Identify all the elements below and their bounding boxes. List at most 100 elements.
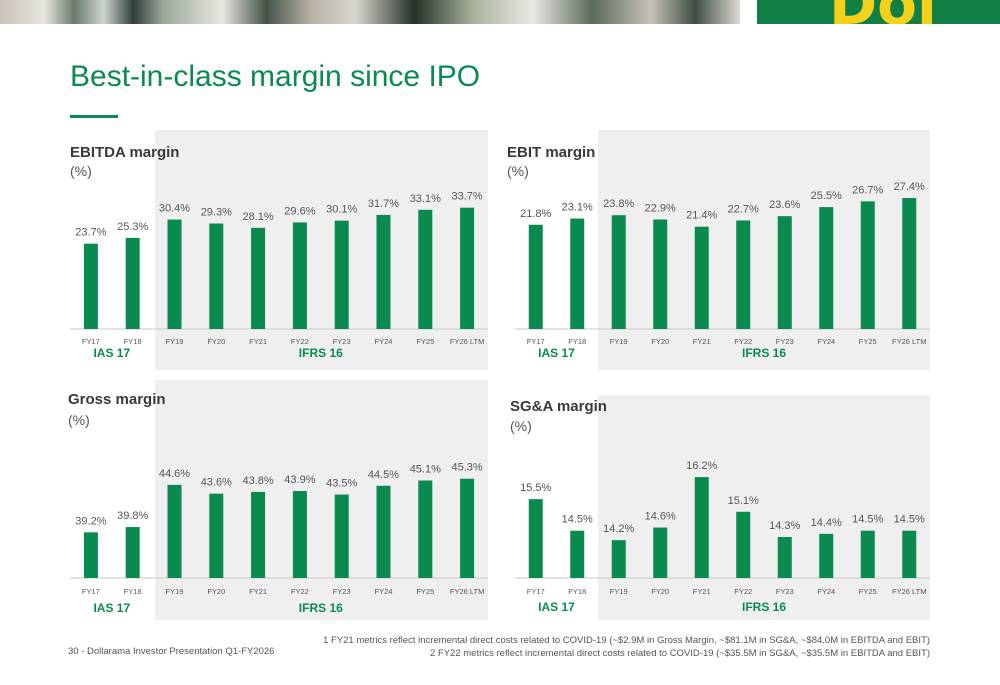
gross-margin-bar [209,493,224,578]
ebitda-margin-value-label: 29.3% [201,207,232,219]
ebitda-margin-bar [334,220,349,329]
gross-margin-category-label: FY25 [416,587,434,596]
ebitda-margin-value-label: 30.1% [326,204,357,216]
sg-a-margin-bar [777,537,792,578]
gross-margin-value-label: 43.8% [242,475,273,487]
ebit-margin-category-label: FY21 [693,337,711,346]
gross-margin-category-label: FY23 [333,587,351,596]
ebit-margin-title: EBIT margin [507,144,595,161]
gross-margin-period-label: IAS 17 [93,601,130,615]
gross-margin-category-label: FY21 [249,587,267,596]
sg-a-margin-category-label: FY17 [527,587,545,596]
header-photo-strip [0,0,740,24]
ebit-margin-value-label: 26.7% [852,184,883,196]
ebitda-margin-bar [125,237,140,329]
gross-margin-value-label: 39.8% [117,510,148,522]
ebitda-margin-bar [167,219,182,329]
page-title: Best-in-class margin since IPO [70,60,481,93]
ebitda-margin-value-label: 23.7% [75,227,106,239]
sg-a-margin-category-label: FY24 [817,587,835,596]
ebit-margin-value-label: 21.4% [686,210,717,222]
ebit-margin-category-label: FY24 [817,337,835,346]
ebit-margin-category-label: FY23 [776,337,794,346]
sg-a-margin-category-label: FY21 [693,587,711,596]
ebit-margin-bar [777,216,792,329]
sg-a-margin-period-label: IFRS 16 [742,600,786,614]
ebit-margin-period-label: IFRS 16 [742,346,786,360]
ebit-margin-bar [694,226,709,329]
ebitda-margin-category-label: FY20 [207,337,225,346]
ebitda-margin-category-label: FY26 LTM [450,337,484,346]
ebit-margin-value-label: 23.6% [769,199,800,211]
ebitda-margin-category-label: FY22 [291,337,309,346]
ebitda-margin-value-label: 33.7% [451,191,482,203]
sg-a-margin-category-label: FY20 [651,587,669,596]
gross-margin-subtitle: (%) [68,412,90,428]
gross-margin-category-label: FY22 [291,587,309,596]
gross-margin-bar [125,527,140,578]
ebit-margin-period-label: IAS 17 [538,346,575,360]
ebit-margin-subtitle: (%) [507,163,529,179]
gross-margin-category-label: FY20 [207,587,225,596]
ebit-margin-bar [570,218,585,329]
ebitda-margin-value-label: 28.1% [242,211,273,223]
footnote-2: 2 FY22 metrics reflect incremental direc… [429,648,930,659]
gross-margin-bar [334,494,349,578]
ebit-margin-ifrs16-shade [598,130,930,370]
sg-a-margin-bar [570,530,585,578]
gross-margin-value-label: 44.5% [368,469,399,481]
gross-margin-value-label: 44.6% [159,468,190,480]
gross-margin-bar [83,532,98,578]
sg-a-margin-value-label: 15.1% [728,495,759,507]
ebit-margin-bar [653,219,668,329]
sg-a-margin-value-label: 14.5% [562,514,593,526]
sg-a-margin-value-label: 15.5% [520,482,551,494]
brand-logo-tile: Dol [757,0,1000,24]
sg-a-margin-bar [528,499,543,578]
title-underline [70,115,118,118]
ebitda-margin-bar [209,223,224,329]
ebit-margin-category-label: FY22 [734,337,752,346]
sg-a-margin-value-label: 16.2% [686,460,717,472]
gross-margin-category-label: FY19 [166,587,184,596]
ebitda-margin-value-label: 29.6% [284,205,315,217]
ebitda-margin-category-label: FY21 [249,337,267,346]
gross-margin-category-label: FY18 [124,587,142,596]
ebitda-margin-category-label: FY18 [124,337,142,346]
ebitda-margin-category-label: FY19 [166,337,184,346]
ebit-margin-value-label: 22.7% [728,203,759,215]
ebitda-margin-value-label: 30.4% [159,203,190,215]
ebitda-margin-value-label: 33.1% [410,193,441,205]
sg-a-margin-bar [611,540,626,578]
sg-a-margin-bar [736,511,751,578]
ebitda-margin-ifrs16-shade [155,130,488,370]
ebit-margin-category-label: FY25 [859,337,877,346]
sg-a-margin-category-label: FY25 [859,587,877,596]
gross-margin-bar [251,491,266,578]
sg-a-margin-value-label: 14.2% [603,523,634,535]
sg-a-margin-bar [819,533,834,578]
brand-logo: Dol [829,0,937,24]
sg-a-margin-category-label: FY18 [568,587,586,596]
gross-margin-category-label: FY17 [82,587,100,596]
ebit-margin-category-label: FY20 [651,337,669,346]
ebit-margin-category-label: FY26 LTM [892,337,926,346]
ebitda-margin-value-label: 31.7% [368,198,399,210]
sg-a-margin-bar [860,530,875,578]
ebitda-margin-bar [418,209,433,329]
sg-a-margin-category-label: FY23 [776,587,794,596]
gross-margin-value-label: 43.5% [326,478,357,490]
ebitda-margin-bar [376,214,391,329]
sg-a-margin-subtitle: (%) [510,418,532,434]
sg-a-margin-category-label: FY26 LTM [892,587,926,596]
footnote-1: 1 FY21 metrics reflect incremental direc… [323,635,930,646]
sg-a-margin-period-label: IAS 17 [538,600,575,614]
gross-margin-bar [167,484,182,578]
ebit-margin-value-label: 23.1% [562,202,593,214]
sg-a-margin-bar [902,530,917,578]
sg-a-margin-value-label: 14.6% [645,511,676,523]
ebit-margin-bar [860,201,875,329]
ebitda-margin-category-label: FY17 [82,337,100,346]
sg-a-margin-value-label: 14.5% [852,514,883,526]
